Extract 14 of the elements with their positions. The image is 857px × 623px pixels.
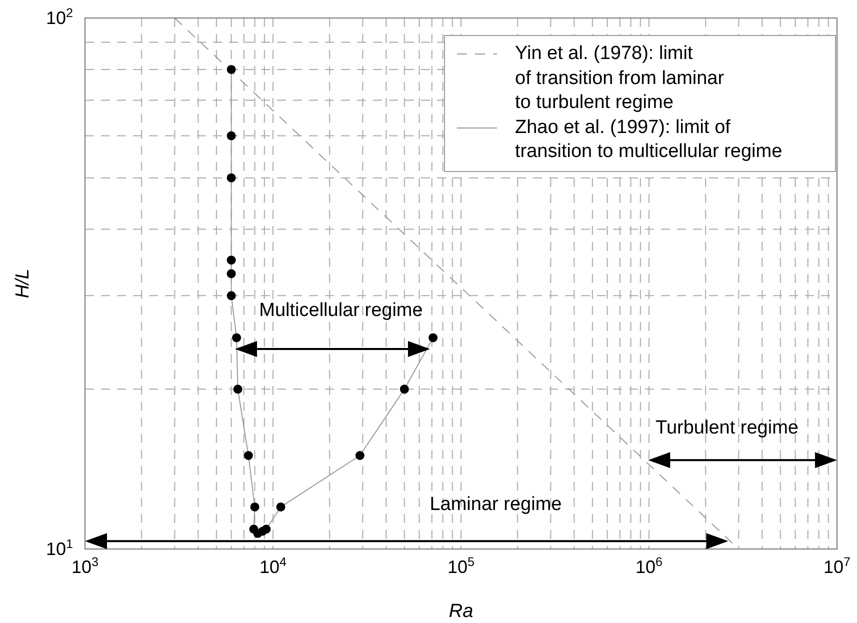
annotation: Multicellular regime <box>259 300 423 322</box>
x-tick-label: 10$^{6}$ <box>635 555 663 577</box>
y-tick-label: 10$^{1}$ <box>46 537 73 559</box>
y-tick-label: 10$^{2}$ <box>46 6 73 28</box>
x-axis-title: Ra <box>448 601 474 622</box>
annotation: Turbulent regime <box>656 418 798 439</box>
x-tick-label: 10$^{7}$ <box>823 555 851 577</box>
x-tick-label: 10$^{3}$ <box>71 555 99 577</box>
annotation: Laminar regime <box>430 494 562 516</box>
legend-label: Yin et al. (1978): limit of transition from laminar to turbulent regime <box>515 42 724 115</box>
y-axis-title: H/L <box>12 268 34 298</box>
x-tick-label: 10$^{4}$ <box>259 555 287 577</box>
x-tick-label: 10$^{5}$ <box>447 555 475 577</box>
legend-label: Zhao et al. (1997): limit of transition to multicellular regime <box>515 116 782 164</box>
